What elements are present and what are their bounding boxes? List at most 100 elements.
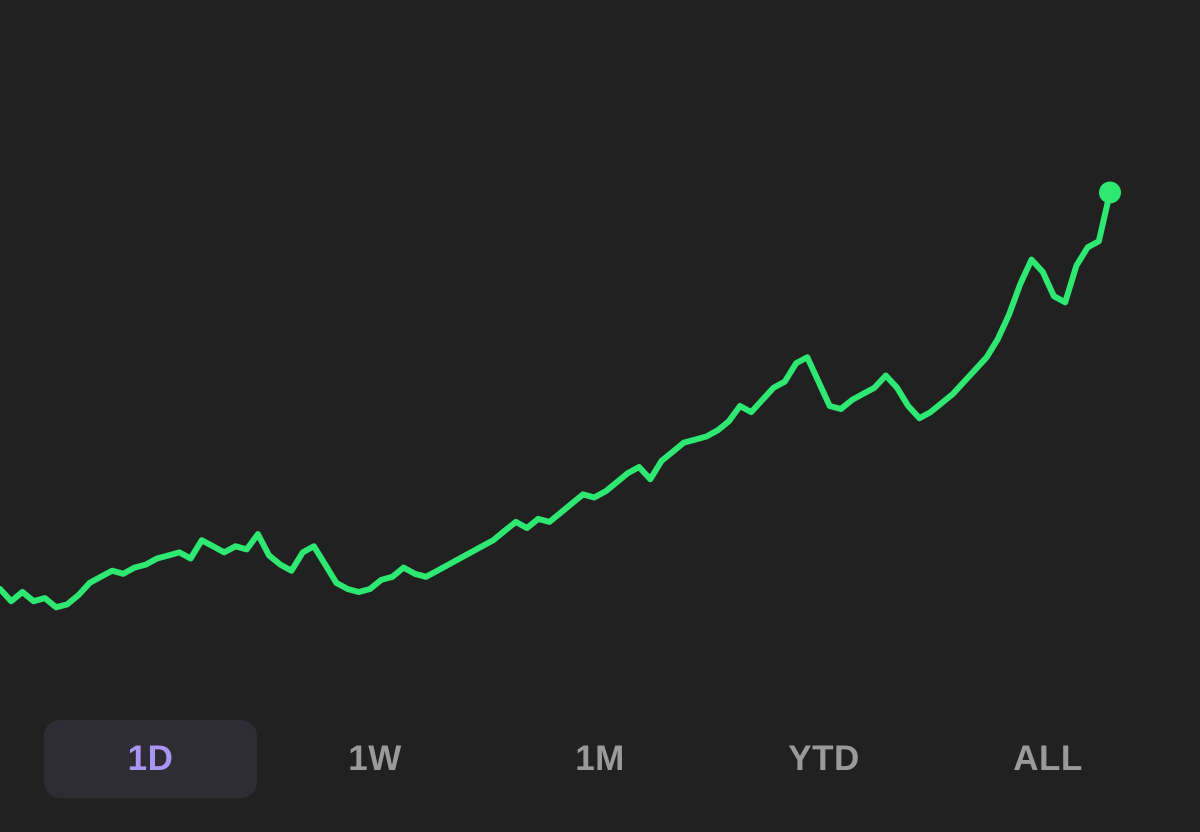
price-point [625,470,631,476]
price-point [771,385,777,391]
price-point [266,553,272,559]
price-point [1040,269,1046,275]
price-point [950,391,956,397]
price-point [244,546,250,552]
price-point [8,598,14,604]
price-point [64,601,70,607]
price-point [939,400,945,406]
price-point [143,562,149,568]
tab-all[interactable]: ALL [1013,739,1083,778]
tab-ytd[interactable]: YTD [788,739,860,778]
price-point [535,516,541,522]
price-point [188,556,194,562]
price-point [367,586,373,592]
price-point [558,510,564,516]
price-point [591,495,597,501]
price-point [883,373,889,379]
price-point [53,604,59,610]
price-point [434,568,440,574]
price-point [546,519,552,525]
price-point [154,556,160,562]
price-point [636,464,642,470]
price-point [289,568,295,574]
price-point [603,488,609,494]
price-point [838,406,844,412]
price-point [793,360,799,366]
price-point [423,574,429,580]
price-point [345,586,351,592]
tab-1m[interactable]: 1M [575,739,625,778]
price-point [87,580,93,586]
price-point [961,379,967,385]
price-line [0,189,1113,611]
price-points-group [8,181,1121,610]
price-point [703,434,709,440]
tab-1d[interactable]: 1D [44,720,257,798]
price-point [389,574,395,580]
price-point [905,403,911,409]
price-point [1017,281,1023,287]
price-point [984,354,990,360]
price-point [928,409,934,415]
tab-1w[interactable]: 1W [348,739,402,778]
price-point [670,449,676,455]
price-point [233,543,239,549]
price-point [322,562,328,568]
price-point [333,580,339,586]
price-point [513,519,519,525]
price-point [804,354,810,360]
price-point [412,571,418,577]
price-point [782,379,788,385]
price-point [1006,312,1012,318]
price-point [647,476,653,482]
price-point [19,589,25,595]
price-point [659,458,665,464]
price-point [76,592,82,598]
price-point [1096,238,1102,244]
price-point [176,549,182,555]
price-point [132,565,138,571]
price-point [42,595,48,601]
price-point [31,598,37,604]
price-point [490,537,496,543]
price-point [378,577,384,583]
price-point [1085,244,1091,250]
price-point [300,549,306,555]
price-point [255,531,261,537]
price-point [569,501,575,507]
price-point [457,556,463,562]
price-point [894,385,900,391]
price-point [916,415,922,421]
price-line-group [0,189,1113,611]
price-point [748,409,754,415]
range-selector: 1D 1W 1M YTD ALL [0,720,1200,800]
price-point [356,589,362,595]
price-point [479,543,485,549]
price-point [816,379,822,385]
price-point [737,403,743,409]
price-point [692,437,698,443]
price-point [580,491,586,497]
price-point [872,385,878,391]
price-point [120,571,126,577]
price-point [614,479,620,485]
price-point [759,397,765,403]
price-point [860,391,866,397]
price-point [109,568,115,574]
price-chart[interactable] [0,0,1200,700]
price-point [1062,299,1068,305]
price-point [502,528,508,534]
price-point [681,440,687,446]
price-point [221,549,227,555]
price-point [1029,257,1035,263]
price-point [827,403,833,409]
price-point [311,543,317,549]
price-point [1073,263,1079,269]
price-point [973,366,979,372]
price-point [446,562,452,568]
price-point [210,543,216,549]
price-point [715,427,721,433]
price-point [524,525,530,531]
price-point [1051,293,1057,299]
price-point [165,553,171,559]
